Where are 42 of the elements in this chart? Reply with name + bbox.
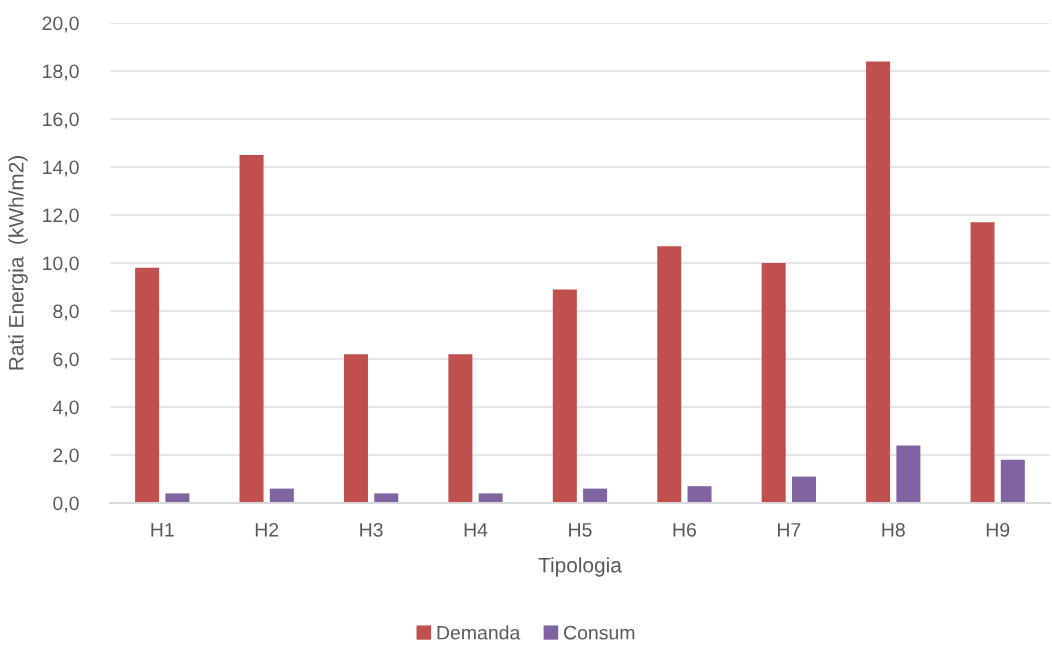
bar xyxy=(374,493,399,503)
y-tick-label: 2,0 xyxy=(53,448,79,465)
bar xyxy=(687,486,712,503)
x-tick-label: H7 xyxy=(777,523,801,537)
x-tick-label: H8 xyxy=(882,522,905,537)
bar xyxy=(970,222,995,503)
bar xyxy=(135,267,160,503)
y-tick-label: 14,0 xyxy=(43,160,79,177)
bar xyxy=(657,246,682,503)
x-tick-label: H1 xyxy=(151,523,174,537)
bar xyxy=(896,445,921,503)
bar xyxy=(761,263,786,503)
x-tick-label: H4 xyxy=(464,523,488,537)
y-tick-label: 16,0 xyxy=(43,112,79,129)
y-tick-label: 18,0 xyxy=(43,64,79,81)
y-tick-label: 6,0 xyxy=(53,352,79,369)
y-axis-title: Rati Energia (kWh/m2) xyxy=(8,156,28,370)
y-tick-label: 10,0 xyxy=(43,256,79,273)
y-tick-label: 0,0 xyxy=(53,496,79,513)
legend-label: Consum xyxy=(564,625,635,640)
bar xyxy=(448,354,473,503)
x-tick-label: H5 xyxy=(569,523,592,537)
y-tick-label: 20,0 xyxy=(42,16,79,33)
x-tick-label: H9 xyxy=(986,522,1010,537)
y-tick-label: 8,0 xyxy=(53,304,79,321)
bar xyxy=(791,476,816,503)
y-tick-label: 12,0 xyxy=(43,208,79,225)
x-tick-label: H3 xyxy=(360,522,383,537)
bar xyxy=(239,155,264,503)
y-tick-label: 4,0 xyxy=(52,400,79,417)
legend-label: Demanda xyxy=(437,625,521,640)
bar xyxy=(343,354,368,503)
bar xyxy=(583,488,608,503)
x-tick-label: H2 xyxy=(255,522,279,537)
bar xyxy=(866,61,891,503)
bar xyxy=(1000,459,1025,503)
x-tick-label: H6 xyxy=(673,522,696,537)
bar xyxy=(269,488,294,503)
bar xyxy=(552,289,577,503)
x-axis-title: Tipologia xyxy=(538,557,622,577)
bar xyxy=(165,493,190,503)
bar xyxy=(478,493,503,503)
